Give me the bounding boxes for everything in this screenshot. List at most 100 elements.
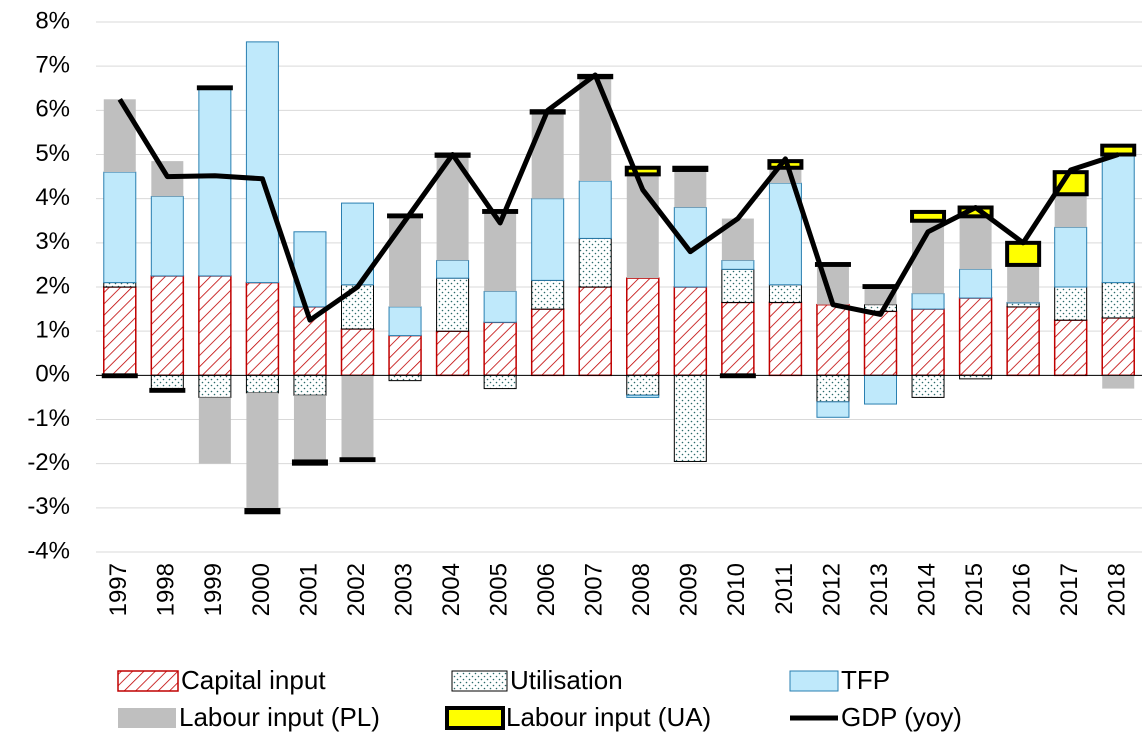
x-tick-label: 2001 bbox=[295, 563, 322, 616]
bar-segment bbox=[103, 286, 137, 377]
bar-segment bbox=[1101, 317, 1135, 377]
bar-segment bbox=[911, 308, 945, 377]
y-tick-label: 0% bbox=[35, 361, 70, 388]
bar-segment bbox=[341, 284, 374, 330]
bar-segment bbox=[531, 279, 565, 310]
bar-segment bbox=[388, 374, 422, 382]
bar-segment bbox=[436, 277, 470, 332]
bar-segment bbox=[959, 216, 992, 270]
legend-label: Utilisation bbox=[510, 665, 623, 695]
bar-segment bbox=[768, 301, 803, 377]
bar-segment bbox=[198, 374, 232, 398]
legend-label: Capital input bbox=[181, 665, 326, 695]
bar-segment bbox=[862, 284, 899, 290]
bar-segment bbox=[672, 165, 709, 172]
bar-segment bbox=[531, 198, 565, 281]
x-tick-label: 2011 bbox=[771, 563, 798, 615]
bar-segment bbox=[1100, 143, 1137, 157]
bar-segment bbox=[673, 286, 708, 377]
bar-segment bbox=[293, 395, 326, 462]
x-tick-label: 2012 bbox=[818, 563, 845, 616]
bar-segment bbox=[673, 374, 707, 462]
bar-segment bbox=[341, 375, 374, 460]
x-tick-label: 2008 bbox=[628, 563, 655, 616]
legend-label: GDP (yoy) bbox=[841, 702, 962, 732]
bar-segment bbox=[246, 393, 279, 511]
bar-segment bbox=[814, 262, 851, 267]
y-tick-label: 3% bbox=[35, 228, 70, 255]
bar-segment bbox=[436, 260, 470, 279]
x-tick-label: 2006 bbox=[533, 563, 560, 616]
bar-segment bbox=[103, 282, 137, 288]
bar-segment bbox=[578, 286, 612, 377]
bar-segment bbox=[198, 397, 231, 464]
bar-segment bbox=[245, 374, 279, 394]
bar-segment bbox=[1054, 194, 1087, 228]
legend-label: TFP bbox=[841, 665, 890, 695]
bar-segment bbox=[530, 308, 565, 377]
bar-segment bbox=[910, 209, 947, 223]
bar-segment bbox=[1053, 319, 1088, 377]
bar-segment bbox=[198, 87, 232, 277]
x-tick-label: 2009 bbox=[676, 563, 703, 616]
legend-label: Labour input (PL) bbox=[179, 702, 380, 732]
bar-segment bbox=[911, 374, 945, 398]
bar-segment bbox=[483, 290, 517, 323]
x-tick-label: 2013 bbox=[866, 563, 893, 616]
bar-segment bbox=[198, 275, 232, 377]
bar-segment bbox=[150, 195, 184, 277]
bar-segment bbox=[1102, 375, 1135, 389]
y-tick-label: 2% bbox=[35, 272, 70, 299]
bar-segment bbox=[483, 374, 517, 390]
bar-segment bbox=[245, 41, 279, 284]
y-tick-label: -2% bbox=[27, 449, 70, 476]
x-tick-label: 2018 bbox=[1104, 563, 1131, 616]
bar-segment bbox=[103, 99, 136, 173]
legend-swatch bbox=[117, 670, 179, 692]
y-tick-label: -3% bbox=[27, 493, 70, 520]
y-tick-label: 7% bbox=[35, 52, 70, 79]
x-tick-label: 1999 bbox=[200, 563, 227, 616]
bar-segment bbox=[1054, 226, 1088, 288]
bar-segment bbox=[482, 209, 519, 214]
bar-segment bbox=[578, 180, 612, 239]
legend-swatch bbox=[118, 708, 176, 728]
bar-segment bbox=[1005, 240, 1042, 267]
bar-segment bbox=[245, 281, 280, 377]
x-tick-label: 2017 bbox=[1056, 563, 1083, 616]
y-tick-label: -4% bbox=[27, 537, 70, 564]
bar-segment bbox=[293, 231, 327, 308]
bar-segment bbox=[1101, 282, 1135, 319]
bar-segment bbox=[387, 213, 424, 219]
bar-segment bbox=[816, 303, 850, 377]
bar-segment bbox=[340, 328, 375, 377]
bar-segment bbox=[1101, 154, 1135, 284]
bar-segment bbox=[579, 77, 612, 181]
legend-swatch bbox=[445, 706, 505, 730]
x-tick-label: 2015 bbox=[961, 563, 988, 616]
bar-segment bbox=[721, 260, 755, 270]
x-tick-label: 2002 bbox=[343, 563, 370, 616]
bar-segment bbox=[388, 334, 422, 377]
legend-label: Labour input (UA) bbox=[506, 702, 711, 732]
bar-segment bbox=[721, 301, 755, 377]
x-tick-label: 1998 bbox=[153, 563, 180, 616]
bar-segment bbox=[435, 330, 470, 377]
bar-segment bbox=[911, 293, 945, 310]
bar-segment bbox=[578, 237, 612, 288]
bar-segment bbox=[626, 277, 660, 377]
bar-segment bbox=[768, 284, 802, 303]
bar-segment bbox=[150, 374, 184, 391]
x-tick-label: 2010 bbox=[723, 563, 750, 616]
bar-segment bbox=[816, 401, 850, 418]
bar-segment bbox=[673, 207, 707, 288]
bar-segment bbox=[196, 85, 233, 91]
bar-segment bbox=[1006, 301, 1040, 304]
bar-segment bbox=[149, 387, 186, 393]
bar-segment bbox=[816, 374, 850, 403]
bar-segment bbox=[388, 306, 422, 337]
bar-segment bbox=[339, 457, 376, 463]
y-tick-label: 4% bbox=[35, 184, 70, 211]
bar-segment bbox=[1054, 286, 1088, 321]
